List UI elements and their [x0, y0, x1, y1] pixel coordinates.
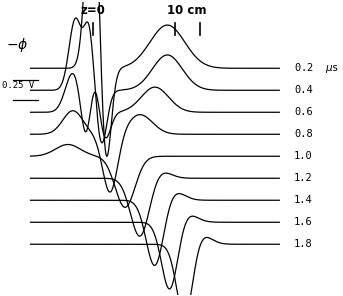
Text: 0.25 V: 0.25 V [2, 81, 34, 91]
Text: 10 cm: 10 cm [167, 4, 207, 17]
Text: 0.6: 0.6 [294, 107, 313, 117]
Text: 1.6: 1.6 [294, 217, 313, 227]
Text: z=0: z=0 [80, 4, 105, 17]
Text: 1.2: 1.2 [294, 173, 313, 183]
Text: 0.4: 0.4 [294, 85, 313, 95]
Text: $-\phi$: $-\phi$ [6, 36, 28, 54]
Text: 1.0: 1.0 [294, 151, 313, 161]
Text: 1.8: 1.8 [294, 239, 313, 249]
Text: 1.4: 1.4 [294, 195, 313, 205]
Text: 0.2  $\mu$s: 0.2 $\mu$s [294, 61, 339, 75]
Text: 0.8: 0.8 [294, 129, 313, 139]
